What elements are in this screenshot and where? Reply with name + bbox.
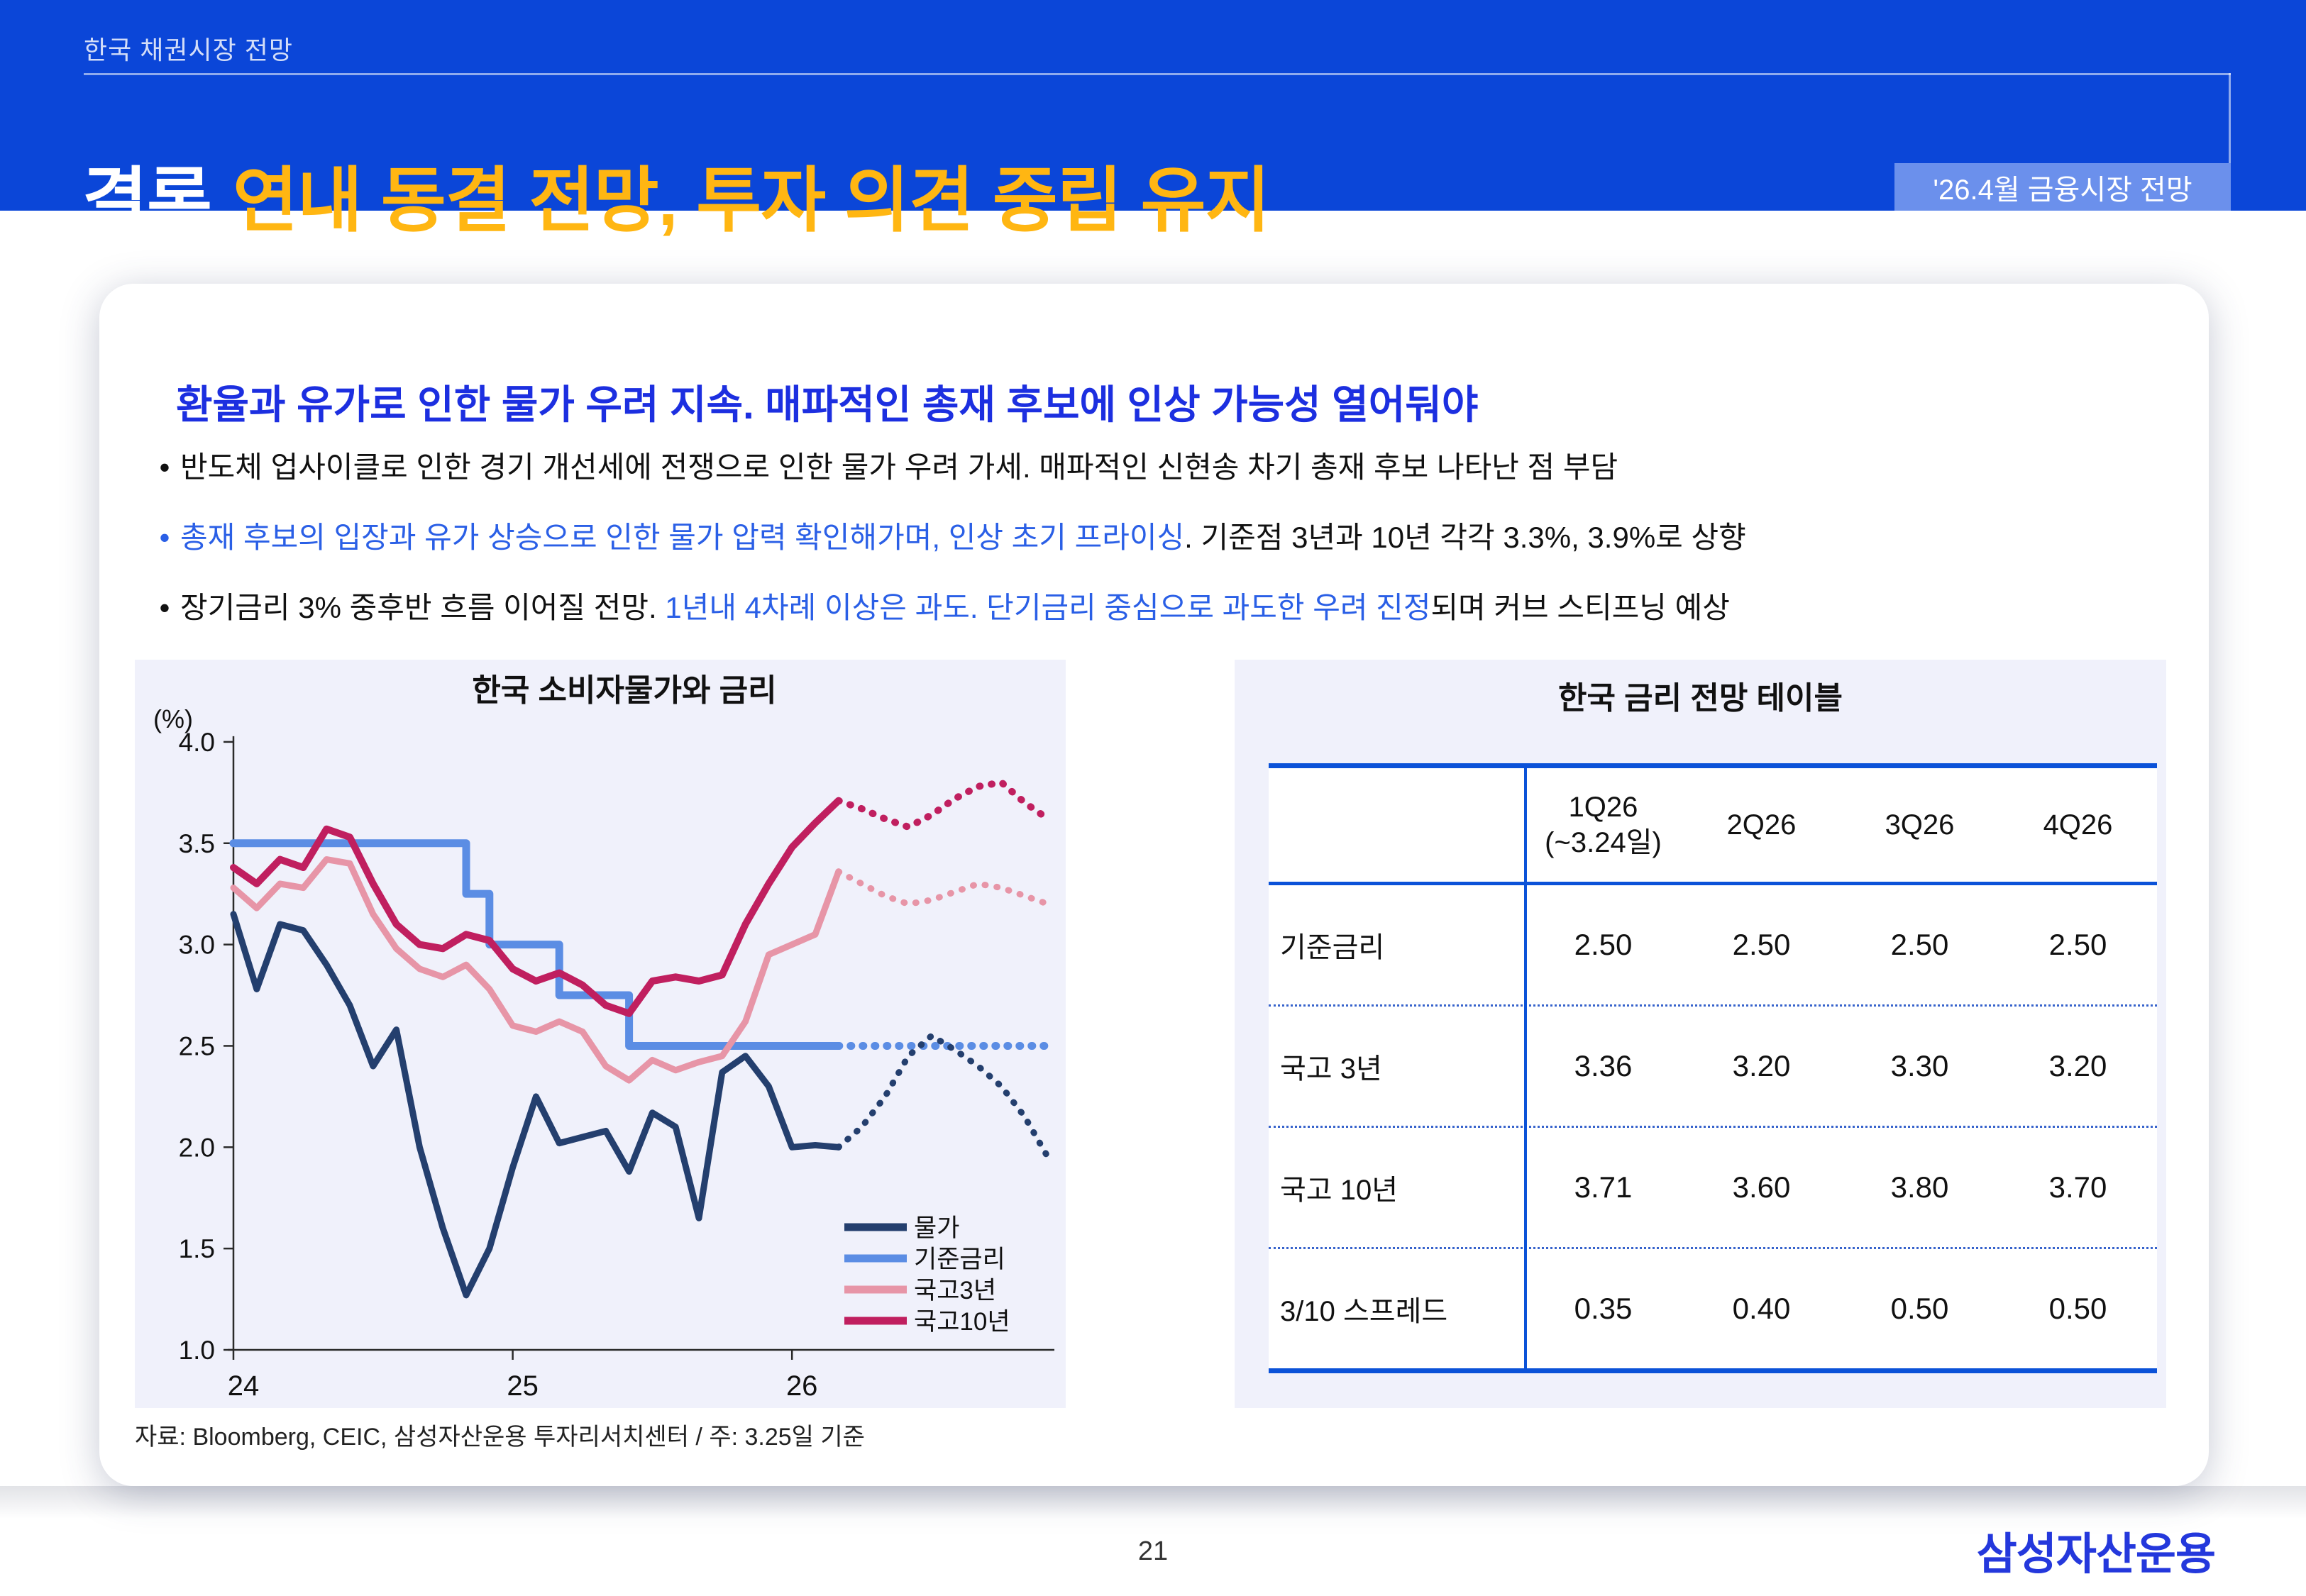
table-col-header: 2Q26 [1726,809,1797,841]
y-tick-label: 2.5 [179,1031,215,1060]
company-logo: 삼성자산운용 [1976,1530,2216,1579]
series-국고10년 [230,779,1052,1017]
bullet-text-segment: 1년내 4차례 이상은 과도. 단기금리 중심으로 과도한 우려 진정 [665,590,1431,624]
table-value: 2.50 [1574,928,1633,961]
y-tick-label: 3.0 [179,931,215,960]
bullet-text-segment: 장기금리 3% 중후반 흐름 이어질 전망. [180,590,666,624]
content-heading: 환율과 유가로 인한 물가 우려 지속. 매파적인 총재 후보에 인상 가능성 … [176,382,1479,428]
table-vertical-rule [1524,768,1527,1368]
bullet-text-segment: . 기준점 3년과 10년 각각 3.3%, 3.9%로 상향 [1184,520,1746,554]
x-tick-label: 25 [507,1370,539,1402]
page-title: 결론 연내 동결 전망, 투자 의견 중립 유지 [82,143,1270,245]
chart-axes: 4.0 3.5 3.0 2.5 2.0 1.5 1.0 24 25 26 [179,728,1054,1402]
table-value: 3.60 [1732,1170,1791,1204]
row-label: 기준금리 [1280,932,1385,963]
table-corner-cell [1269,768,1524,882]
bullet-list: • 반도체 업사이클로 인한 경기 개선세에 전쟁으로 인한 물가 우려 가세. … [149,447,1746,658]
table-value: 2.50 [1890,928,1949,961]
table-col-header: 1Q26 (~3.24일) [1545,792,1662,858]
table-value: 3.30 [1890,1049,1949,1082]
legend-label: 국고3년 [914,1277,996,1304]
bullet-text: 반도체 업사이클로 인한 경기 개선세에 전쟁으로 인한 물가 우려 가세. 매… [180,447,1618,488]
bullet-text-segment: 총재 후보의 입장과 유가 상승으로 인한 물가 압력 확인해가며, 인상 초기… [180,520,1185,554]
x-tick-label: 24 [228,1370,260,1402]
legend-label: 물가 [914,1214,959,1242]
table-value: 3.36 [1574,1049,1633,1082]
table-value: 0.50 [1890,1292,1949,1325]
series-물가 [230,911,1052,1299]
table-row: 국고 10년 3.71 3.60 3.80 3.70 [1269,1128,2157,1249]
bullet-item: • 장기금리 3% 중후반 흐름 이어질 전망. 1년내 4차례 이상은 과도. … [149,587,1746,628]
table-value: 0.40 [1732,1292,1791,1325]
line-chart: 한국 소비자물가와 금리 (%)4.0 3.5 3.0 2.5 2.0 1.5 1.0 24 25… [153,673,1054,1402]
header-band: 한국 채권시장 전망 결론 연내 동결 전망, 투자 의견 중립 유지 '26.4… [0,0,2306,240]
table-value: 2.50 [1732,928,1791,961]
x-tick-label: 26 [786,1370,818,1402]
table-value: 3.20 [2048,1049,2107,1082]
table-value: 3.20 [1732,1049,1791,1082]
bullet-text-segment: 되며 커브 스티프닝 예상 [1430,590,1730,624]
table-value: 3.80 [1890,1170,1949,1204]
row-label: 국고 3년 [1280,1053,1382,1085]
table-title: 한국 금리 전망 테이블 [1558,681,1843,716]
bullet-item: • 총재 후보의 입장과 유가 상승으로 인한 물가 압력 확인해가며, 인상 초… [149,517,1746,558]
table-col-header: 3Q26 [1885,809,1955,841]
bottom-shade [0,1486,2306,1519]
bullet-item: • 반도체 업사이클로 인한 경기 개선세에 전쟁으로 인한 물가 우려 가세. … [149,447,1746,488]
table-value: 0.35 [1574,1292,1633,1325]
table-header-row: 1Q26 (~3.24일) 2Q26 3Q26 4Q26 [1269,768,2157,885]
edition-badge: '26.4월 금융시장 전망 [1894,163,2231,211]
page-title-rest: 연내 동결 전망, 투자 의견 중립 유지 [233,161,1270,240]
page-number: 21 [1137,1536,1169,1566]
source-note: 자료: Bloomberg, CEIC, 삼성자산운용 투자리서치센터 / 주:… [135,1424,865,1451]
bullet-dot-icon: • [159,450,170,484]
table-value: 0.50 [2048,1292,2107,1325]
table-row: 3/10 스프레드 0.35 0.40 0.50 0.50 [1269,1249,2157,1368]
content-card: 환율과 유가로 인한 물가 우려 지속. 매파적인 총재 후보에 인상 가능성 … [99,284,2209,1486]
y-tick-label: 1.5 [179,1234,215,1263]
y-tick-label: 3.5 [179,829,215,858]
bullet-text: 총재 후보의 입장과 유가 상승으로 인한 물가 압력 확인해가며, 인상 초기… [180,517,1746,558]
series-국고3년 [230,856,1052,1084]
y-tick-label: 2.0 [179,1133,215,1162]
row-label: 3/10 스프레드 [1280,1296,1448,1327]
table-panel: 한국 금리 전망 테이블 1Q26 (~3.24일) 2Q26 3Q26 4Q2… [1235,660,2166,1408]
bullet-dot-icon: • [159,590,170,624]
y-tick-label: 4.0 [179,728,215,757]
legend-label: 기준금리 [914,1246,1005,1273]
table-value: 3.71 [1574,1170,1633,1204]
legend-label: 국고10년 [914,1308,1010,1336]
table-row: 국고 3년 3.36 3.20 3.30 3.20 [1269,1007,2157,1128]
header-divider [84,73,2231,75]
bullet-text: 장기금리 3% 중후반 흐름 이어질 전망. 1년내 4차례 이상은 과도. 단… [180,587,1730,628]
page-title-emphasis: 결론 [82,161,212,240]
table-value: 3.70 [2048,1170,2107,1204]
table-value: 2.50 [2048,928,2107,961]
row-label: 국고 10년 [1280,1175,1399,1206]
chart-panel: 한국 소비자물가와 금리 (%) 4.0 3.5 3.0 2.5 2.0 1.5 1.0 24 25… [135,660,1066,1408]
breadcrumb: 한국 채권시장 전망 [84,35,293,65]
chart-title: 한국 소비자물가와 금리 [472,673,776,708]
y-tick-label: 1.0 [179,1336,215,1365]
bullet-text-segment: 반도체 업사이클로 인한 경기 개선세에 전쟁으로 인한 물가 우려 가세. 매… [180,450,1618,484]
table-col-header: 4Q26 [2043,809,2113,841]
header-box-border [2229,73,2231,165]
table-row: 기준금리 2.50 2.50 2.50 2.50 [1269,885,2157,1007]
bullet-dot-icon: • [159,520,170,554]
chart-unit-label: (%) [153,704,193,733]
forecast-table: 1Q26 (~3.24일) 2Q26 3Q26 4Q26 기준금리 2.50 2… [1269,763,2157,1373]
